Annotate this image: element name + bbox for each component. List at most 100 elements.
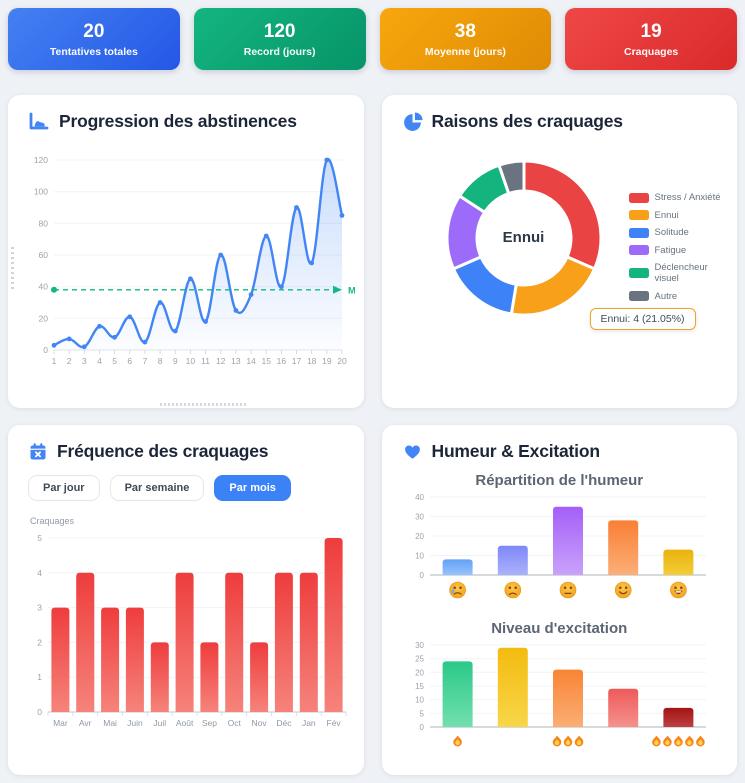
bar[interactable]: [552, 669, 583, 727]
svg-text:Mar: Mar: [53, 718, 68, 728]
card-title: Humeur & Excitation: [431, 441, 601, 461]
svg-text:10: 10: [415, 552, 424, 561]
filter-par-semaine[interactable]: Par semaine: [109, 475, 205, 501]
filter-par-jour[interactable]: Par jour: [28, 475, 100, 501]
legend-swatch: [628, 291, 649, 301]
donut-segment[interactable]: [509, 255, 596, 317]
stat-value: 20: [83, 20, 105, 42]
bar[interactable]: [125, 607, 144, 712]
svg-text:0: 0: [37, 707, 42, 717]
reasons-donut-chart[interactable]: [424, 138, 624, 338]
data-point[interactable]: [309, 260, 315, 266]
svg-text:1: 1: [52, 356, 57, 366]
bar[interactable]: [225, 572, 244, 712]
mood-bar-chart[interactable]: 0 10 20 30 40: [396, 491, 724, 605]
filter-par-mois[interactable]: Par mois: [214, 475, 291, 501]
legend-item-solitude[interactable]: Solitude: [628, 227, 724, 238]
data-point[interactable]: [157, 300, 163, 305]
bar[interactable]: [274, 572, 293, 712]
data-point[interactable]: [172, 328, 178, 334]
frequency-bar-chart[interactable]: 0 1 2 3 4 5 Mar Avr Mai Juin Juil Août Sep Oct Nov Déc J…: [24, 528, 353, 736]
donut-segment[interactable]: [522, 159, 602, 271]
bar[interactable]: [662, 707, 693, 727]
flame-icon: [563, 735, 572, 747]
legend-label: Ennui: [654, 209, 679, 221]
bar[interactable]: [299, 572, 318, 712]
flame-icon: [684, 735, 694, 747]
chart-tooltip: Ennui: 4 (21.05%): [589, 308, 696, 330]
card-header: Humeur & Excitation: [402, 441, 724, 462]
svg-text:30: 30: [415, 641, 424, 650]
data-point[interactable]: [279, 284, 284, 290]
bar[interactable]: [150, 642, 169, 712]
bar[interactable]: [552, 506, 583, 575]
svg-text:15: 15: [261, 356, 271, 366]
flame-icon: [673, 735, 683, 747]
data-point[interactable]: [51, 342, 57, 348]
svg-text:8: 8: [158, 356, 163, 366]
svg-text:11: 11: [201, 356, 210, 366]
data-point[interactable]: [97, 323, 102, 329]
svg-text:15: 15: [415, 682, 424, 691]
legend-swatch: [628, 192, 649, 203]
svg-text:Juin: Juin: [127, 718, 143, 728]
bar[interactable]: [101, 607, 120, 712]
data-point[interactable]: [248, 292, 254, 297]
data-point[interactable]: [81, 344, 87, 350]
bar[interactable]: [51, 607, 70, 712]
bar[interactable]: [324, 538, 343, 712]
svg-text:Août: Août: [176, 718, 194, 728]
svg-text:0: 0: [43, 345, 48, 355]
bar[interactable]: [607, 688, 638, 727]
bar[interactable]: [442, 661, 473, 727]
data-point[interactable]: [188, 276, 193, 282]
bar[interactable]: [250, 642, 269, 712]
bar[interactable]: [175, 572, 194, 712]
data-point[interactable]: [263, 233, 269, 239]
y-axis-title: Craquages: [30, 516, 75, 526]
stat-value: 120: [263, 20, 296, 42]
data-point[interactable]: [233, 308, 239, 313]
svg-text:1: 1: [37, 672, 42, 682]
legend-swatch: [628, 227, 649, 238]
legend-swatch: [628, 268, 649, 278]
svg-text:100: 100: [34, 187, 48, 197]
frequency-filters: Par jour Par semaine Par mois: [28, 475, 350, 501]
bar[interactable]: [76, 572, 95, 712]
crying-face-icon: [448, 581, 466, 599]
bar[interactable]: [200, 642, 219, 712]
flame-icon: [574, 735, 583, 747]
legend-item-declencheur[interactable]: Déclencheur visuel: [628, 262, 724, 284]
svg-text:0: 0: [419, 723, 424, 732]
data-point[interactable]: [112, 334, 117, 340]
neutral-face-icon: [559, 581, 576, 599]
svg-text:12: 12: [216, 356, 226, 366]
data-point[interactable]: [324, 157, 330, 163]
bar[interactable]: [607, 520, 638, 575]
bar[interactable]: [442, 559, 473, 575]
excitation-bar-chart[interactable]: 0 5 10 15 20 25 30: [396, 639, 724, 757]
data-point[interactable]: [127, 314, 133, 320]
flame-icon: [452, 735, 462, 747]
mood-chart-title: Répartition de l'humeur: [475, 472, 644, 489]
donut-segment[interactable]: [497, 159, 525, 196]
legend-label: Stress / Anxiété: [654, 192, 721, 203]
legend-item-autre[interactable]: Autre: [628, 291, 724, 302]
pie-chart-icon: [402, 111, 423, 132]
legend-swatch: [628, 210, 649, 220]
bar[interactable]: [662, 549, 693, 575]
data-point[interactable]: [218, 252, 224, 258]
legend-item-ennui[interactable]: Ennui: [628, 209, 724, 221]
bar[interactable]: [497, 647, 528, 727]
legend-item-stress[interactable]: Stress / Anxiété: [628, 192, 724, 203]
data-point[interactable]: [66, 336, 72, 342]
data-point[interactable]: [339, 213, 345, 218]
legend-item-fatigue[interactable]: Fatigue: [628, 245, 724, 256]
data-point[interactable]: [142, 339, 148, 345]
card-header: Progression des abstinences: [28, 111, 350, 132]
data-point[interactable]: [294, 205, 299, 210]
data-point[interactable]: [203, 319, 209, 324]
bar[interactable]: [497, 545, 528, 575]
